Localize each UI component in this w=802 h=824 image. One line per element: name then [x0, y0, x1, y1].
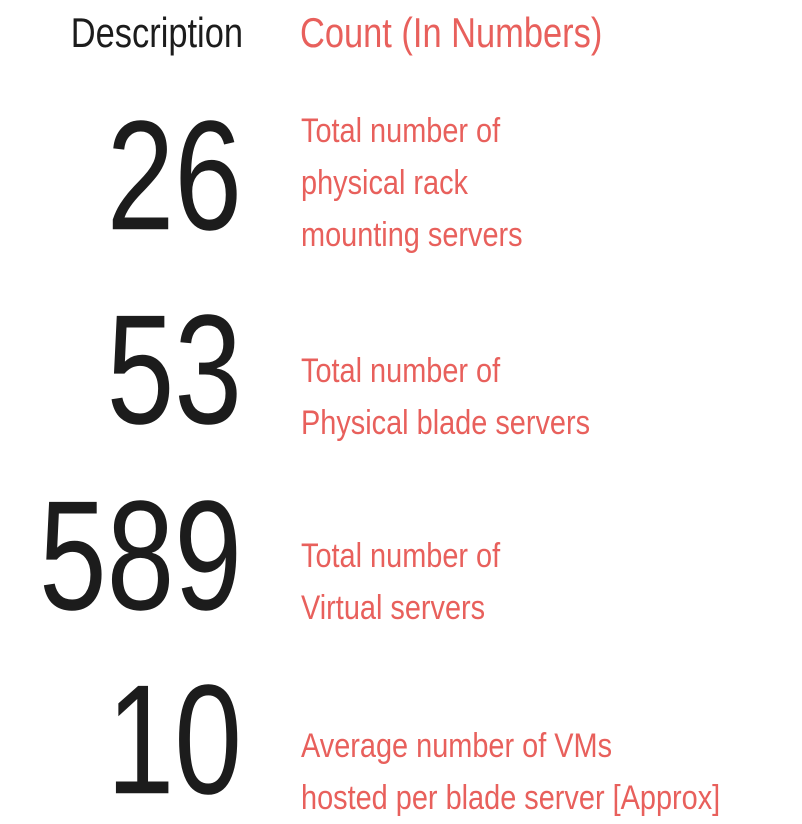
count-number: 53 — [107, 282, 242, 457]
count-number: 26 — [107, 88, 242, 263]
description-line: Total number of — [301, 351, 500, 390]
count-number: 589 — [39, 468, 242, 643]
description-line: Total number of — [301, 111, 500, 150]
description-line: Average number of VMs — [301, 726, 612, 765]
count-number: 10 — [107, 652, 242, 824]
description-line: physical rack — [301, 163, 468, 202]
header-description: Description — [71, 10, 243, 57]
header-count: Count (In Numbers) — [300, 10, 602, 57]
description-line: hosted per blade server [Approx] — [301, 778, 720, 817]
description-line: Physical blade servers — [301, 403, 590, 442]
description-line: Virtual servers — [301, 588, 485, 627]
description-line: mounting servers — [301, 215, 523, 254]
description-line: Total number of — [301, 536, 500, 575]
